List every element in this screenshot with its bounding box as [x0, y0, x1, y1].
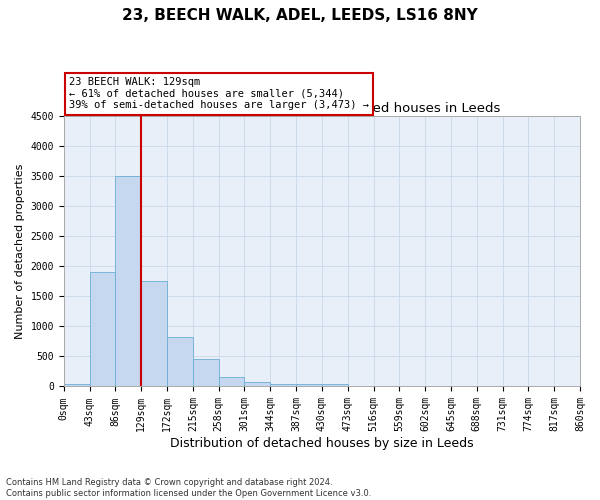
- Y-axis label: Number of detached properties: Number of detached properties: [15, 164, 25, 339]
- Bar: [115, 176, 141, 386]
- Text: 23 BEECH WALK: 129sqm
← 61% of detached houses are smaller (5,344)
39% of semi-d: 23 BEECH WALK: 129sqm ← 61% of detached …: [69, 78, 369, 110]
- Bar: [270, 384, 296, 386]
- Bar: [244, 382, 270, 386]
- Bar: [141, 281, 167, 386]
- Title: Size of property relative to detached houses in Leeds: Size of property relative to detached ho…: [144, 102, 500, 114]
- X-axis label: Distribution of detached houses by size in Leeds: Distribution of detached houses by size …: [170, 437, 474, 450]
- Bar: [218, 377, 244, 386]
- Bar: [296, 384, 322, 386]
- Text: Contains HM Land Registry data © Crown copyright and database right 2024.
Contai: Contains HM Land Registry data © Crown c…: [6, 478, 371, 498]
- Bar: [89, 272, 115, 386]
- Bar: [193, 360, 218, 386]
- Text: 23, BEECH WALK, ADEL, LEEDS, LS16 8NY: 23, BEECH WALK, ADEL, LEEDS, LS16 8NY: [122, 8, 478, 22]
- Bar: [322, 384, 347, 386]
- Bar: [167, 337, 193, 386]
- Bar: [64, 384, 89, 386]
